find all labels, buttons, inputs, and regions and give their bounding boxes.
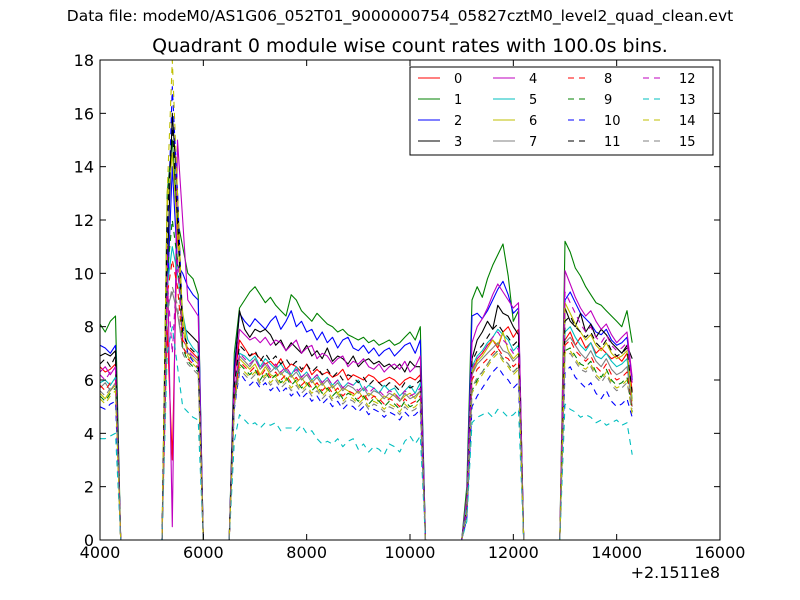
series-line-7 <box>99 291 633 541</box>
legend-label-15: 15 <box>679 135 696 150</box>
legend-label-10: 10 <box>604 114 621 129</box>
legend-label-6: 6 <box>529 114 537 129</box>
legend-label-11: 11 <box>604 135 621 150</box>
series-line-15 <box>99 286 633 541</box>
legend-label-0: 0 <box>454 72 462 87</box>
axes-layer: 4000 6000 8000 10000 12000 14000 1600002468101… <box>74 51 746 562</box>
y-tick-label: 12 <box>74 211 94 230</box>
x-tick-label: 14000 <box>591 543 642 562</box>
legend-label-13: 13 <box>679 93 696 108</box>
y-tick-label: 2 <box>84 478 94 497</box>
x-tick-label: 10000 <box>385 543 436 562</box>
legend-label-14: 14 <box>679 114 696 129</box>
series-line-1 <box>99 139 633 541</box>
legend-box <box>409 66 714 156</box>
series-line-11 <box>99 126 633 541</box>
y-tick-label: 6 <box>84 371 94 390</box>
x-tick-label: 8000 <box>286 543 327 562</box>
series-line-6 <box>99 152 633 541</box>
legend-label-7: 7 <box>529 135 537 150</box>
y-tick-label: 18 <box>74 51 94 70</box>
x-tick-label: 12000 <box>488 543 539 562</box>
series-line-8 <box>99 259 633 541</box>
legend-label-2: 2 <box>454 114 462 129</box>
y-tick-label: 8 <box>84 318 94 337</box>
y-tick-label: 0 <box>84 531 94 550</box>
y-tick-label: 16 <box>74 104 94 123</box>
x-tick-label: 6000 <box>183 543 224 562</box>
legend-label-8: 8 <box>604 72 612 87</box>
legend-label-12: 12 <box>679 72 696 87</box>
y-tick-label: 4 <box>84 424 94 443</box>
x-tick-label: 4000 <box>80 543 121 562</box>
y-tick-label: 10 <box>74 264 94 283</box>
data-file-label: Data file: modeM0/AS1G06_052T01_90000007… <box>66 7 734 25</box>
series-line-14 <box>99 59 633 541</box>
chart-title: Quadrant 0 module wise count rates with … <box>152 35 668 57</box>
legend-label-9: 9 <box>604 93 612 108</box>
series-line-2 <box>99 166 633 541</box>
legend-label-3: 3 <box>454 135 462 150</box>
legend-label-4: 4 <box>529 72 537 87</box>
x-offset-label: +2.1511e8 <box>631 563 720 582</box>
legend-label-1: 1 <box>454 93 462 108</box>
x-tick-label: 16000 <box>695 543 746 562</box>
legend-label-5: 5 <box>529 93 537 108</box>
y-tick-label: 14 <box>74 158 94 177</box>
series-line-13 <box>100 326 633 541</box>
